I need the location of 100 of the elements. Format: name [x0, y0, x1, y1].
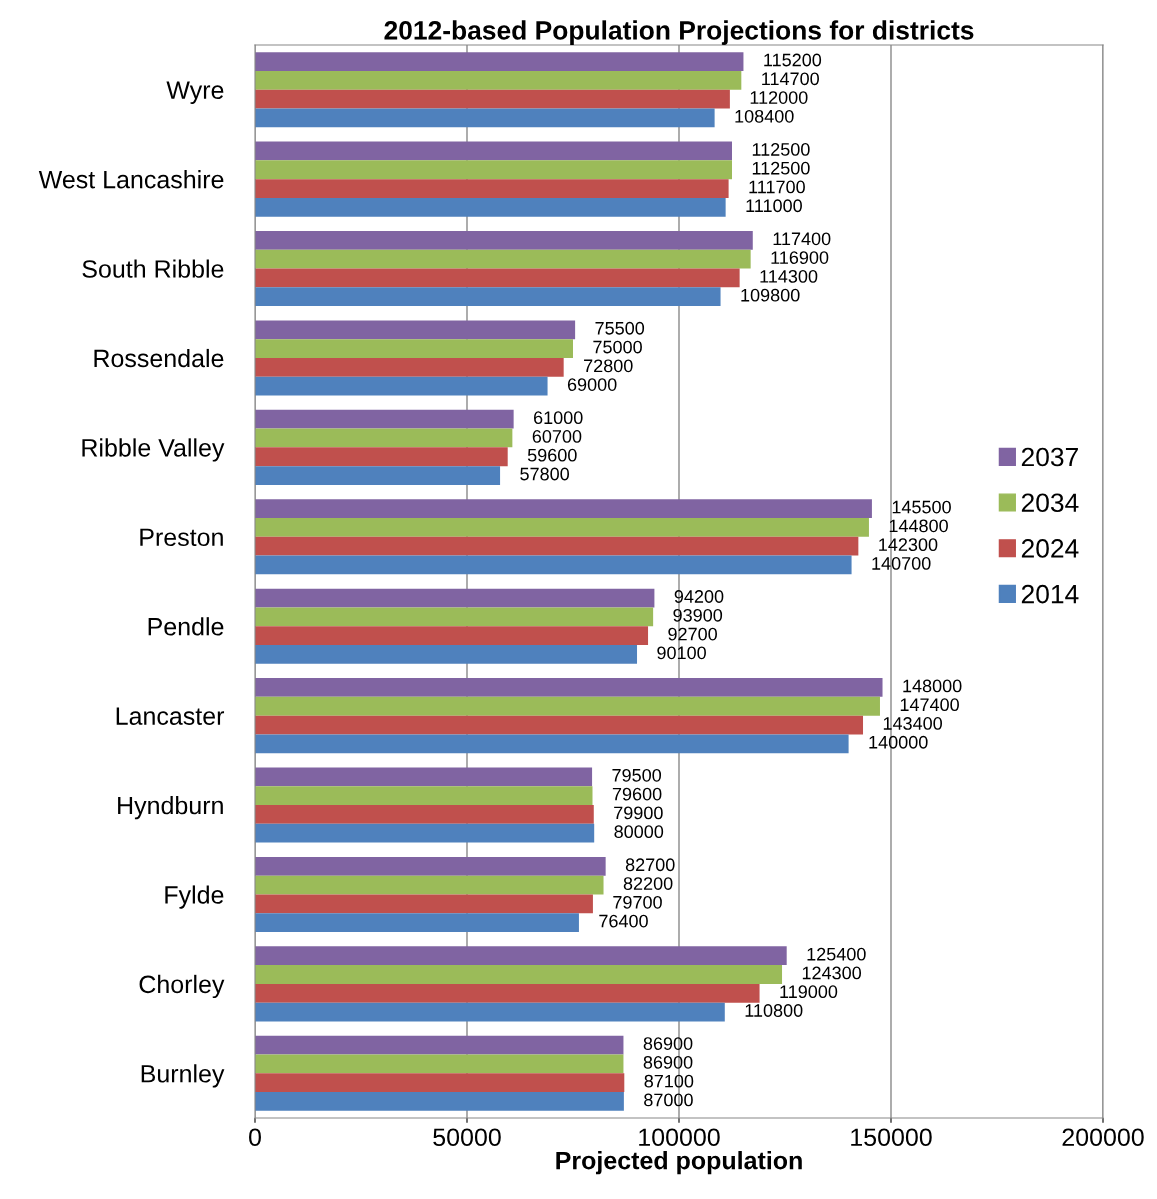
y-tick-label: West Lancashire — [38, 170, 224, 189]
x-tick-label: 0 — [249, 1128, 261, 1147]
data-label: 142300 — [879, 538, 938, 552]
chart-title: 2012-based Population Projections for districts — [384, 20, 974, 45]
x-tick-label: 50000 — [433, 1128, 501, 1147]
bar — [255, 466, 501, 485]
data-label: 110800 — [745, 1004, 803, 1017]
bar — [255, 1002, 725, 1022]
legend-label: 2014 — [1021, 584, 1079, 604]
data-label: 60700 — [532, 430, 582, 443]
bar — [255, 287, 721, 307]
bar — [255, 376, 548, 396]
data-label: 125400 — [807, 947, 866, 961]
data-label: 140700 — [872, 557, 931, 570]
bar — [255, 715, 864, 735]
x-tick-label: 150000 — [851, 1128, 932, 1147]
data-label: 87000 — [644, 1093, 693, 1107]
data-label: 90100 — [657, 646, 706, 660]
bar — [255, 230, 753, 250]
bar — [255, 913, 579, 933]
bar — [255, 339, 573, 358]
data-label: 140000 — [869, 735, 928, 749]
legend-label: 2024 — [1021, 539, 1079, 558]
bar — [255, 875, 604, 895]
data-label: 114300 — [760, 269, 818, 283]
data-label: 108400 — [735, 109, 794, 123]
data-label: 92700 — [668, 627, 717, 641]
data-label: 119000 — [780, 985, 838, 999]
data-label: 82700 — [625, 858, 675, 872]
bar — [255, 1054, 624, 1074]
data-label: 82200 — [623, 877, 673, 890]
data-label: 115200 — [764, 53, 822, 67]
y-tick-label: Ribble Valley — [82, 438, 225, 462]
data-label: 59600 — [527, 448, 577, 462]
bar — [255, 197, 726, 217]
data-label: 75000 — [593, 340, 642, 354]
bar — [255, 428, 513, 448]
data-label: 112000 — [750, 91, 808, 104]
data-label: 75500 — [595, 321, 645, 335]
bar — [255, 607, 654, 627]
bar — [255, 268, 740, 288]
x-axis-title: Projected population — [556, 1151, 802, 1175]
bar — [255, 409, 514, 429]
legend-label: 2034 — [1021, 493, 1079, 513]
data-label: 86900 — [643, 1037, 693, 1050]
bar — [255, 447, 508, 467]
bar — [255, 805, 594, 824]
bar — [255, 588, 655, 608]
data-label: 148000 — [903, 679, 962, 693]
bar — [255, 555, 852, 575]
bar — [255, 141, 732, 161]
bar — [255, 767, 593, 787]
bar — [255, 678, 883, 697]
bar — [255, 89, 730, 109]
y-tick-label: Rossendale — [94, 348, 224, 368]
data-label: 145500 — [892, 500, 951, 514]
bar — [255, 52, 744, 71]
data-label: 79700 — [613, 895, 662, 909]
y-tick-label: Lancaster — [116, 707, 225, 725]
x-tick-label: 100000 — [639, 1128, 720, 1147]
data-label: 143400 — [883, 717, 942, 730]
bar — [255, 946, 787, 966]
bar — [255, 1073, 625, 1093]
bar — [255, 160, 732, 180]
bar — [255, 499, 872, 519]
y-tick-label: Fylde — [165, 885, 224, 909]
bar — [255, 70, 742, 90]
data-label: 72800 — [584, 359, 633, 373]
data-label: 112500 — [752, 143, 810, 156]
data-label: 111000 — [746, 199, 802, 213]
bar — [255, 856, 606, 876]
bar — [255, 320, 576, 340]
legend-label: 2037 — [1021, 447, 1078, 467]
bar — [255, 249, 751, 269]
data-label: 112500 — [752, 161, 810, 175]
data-label: 111700 — [749, 180, 805, 194]
y-tick-label: Wyre — [166, 81, 224, 104]
data-label: 116900 — [771, 251, 829, 264]
data-label: 109800 — [741, 288, 800, 302]
data-label: 124300 — [802, 966, 862, 980]
bar — [255, 536, 859, 556]
bar — [255, 357, 564, 377]
x-tick-label: 200000 — [1062, 1128, 1144, 1147]
data-label: 144800 — [889, 519, 948, 533]
data-label: 69000 — [567, 378, 617, 391]
data-label: 61000 — [534, 411, 583, 425]
bar — [255, 1092, 624, 1111]
bar — [255, 894, 593, 914]
bar — [255, 965, 783, 984]
y-tick-label: Preston — [140, 528, 223, 547]
data-label: 80000 — [614, 825, 664, 839]
data-label: 79900 — [614, 806, 663, 820]
data-label: 79600 — [612, 787, 662, 801]
bar — [255, 983, 760, 1003]
y-tick-label: Chorley — [139, 974, 225, 999]
bar — [255, 108, 715, 128]
data-label: 93900 — [673, 608, 723, 622]
data-label: 94200 — [674, 590, 724, 603]
y-tick-label: South Ribble — [82, 259, 224, 278]
data-label: 57800 — [520, 467, 570, 481]
